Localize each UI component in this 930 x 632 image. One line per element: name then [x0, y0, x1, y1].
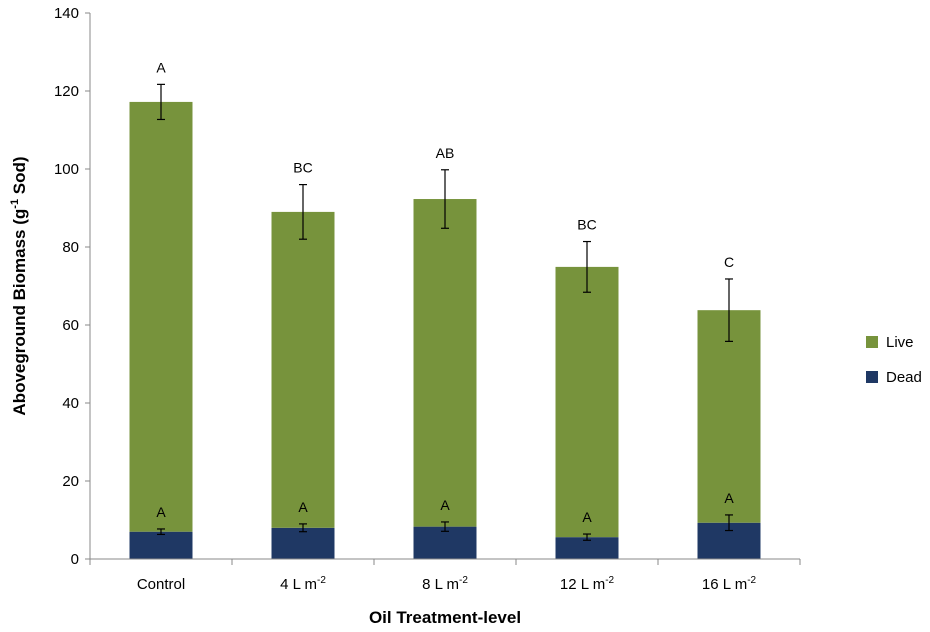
x-tick-label: 12 L m-2: [560, 575, 615, 593]
y-axis-title: Aboveground Biomass (g-1 Sod): [9, 156, 29, 415]
bars-layer: [129, 101, 761, 559]
error-bar-dead-2: [299, 523, 307, 533]
bar-live-4: [555, 266, 619, 538]
error-bar-live-3: [441, 169, 449, 229]
significance-letter-dead-1: A: [156, 504, 166, 520]
y-tick-label: 140: [54, 5, 79, 22]
significance-letter-dead-5: A: [724, 490, 734, 506]
error-bar-dead-4: [583, 533, 591, 541]
legend: Live Dead: [866, 334, 922, 386]
bar-dead-1: [129, 531, 193, 559]
y-tick-label: 80: [62, 239, 79, 256]
significance-letter-live-5: C: [724, 254, 734, 270]
error-bar-dead-1: [157, 528, 165, 536]
x-axis-title: Oil Treatment-level: [369, 608, 521, 627]
error-bar-live-1: [157, 83, 165, 121]
bar-live-5: [697, 310, 761, 523]
error-bar-dead-3: [441, 521, 449, 532]
y-tick-label: 120: [54, 83, 79, 100]
legend-swatch-dead: [866, 371, 878, 383]
significance-letter-dead-3: A: [440, 497, 450, 513]
bar-dead-2: [271, 527, 335, 559]
x-tick-label: 8 L m-2: [422, 575, 468, 593]
y-tick-label: 60: [62, 317, 79, 334]
y-tick-label: 20: [62, 473, 79, 490]
legend-label-dead: Dead: [886, 369, 922, 386]
axes-layer: 0 20 40 60 80 100 120 140 Control 4 L m-2 8 L m-2 1…: [9, 5, 801, 627]
error-bar-live-4: [583, 240, 591, 293]
legend-swatch-live: [866, 336, 878, 348]
error-bar-dead-5: [725, 514, 733, 532]
error-bar-live-5: [725, 278, 733, 342]
y-tick-label: 0: [71, 551, 79, 568]
significance-letters-layer: A A A BC A AB A BC A C: [156, 59, 734, 525]
significance-letter-live-1: A: [156, 59, 166, 75]
bar-live-2: [271, 211, 335, 528]
significance-letter-dead-2: A: [298, 499, 308, 515]
significance-letter-live-3: AB: [436, 145, 455, 161]
bar-live-3: [413, 199, 477, 527]
x-tick-label: Control: [137, 576, 185, 593]
bar-dead-4: [555, 537, 619, 559]
bar-dead-3: [413, 526, 477, 559]
x-tick-label: 4 L m-2: [280, 575, 326, 593]
significance-letter-dead-4: A: [582, 509, 592, 525]
significance-letter-live-2: BC: [293, 160, 312, 176]
legend-label-live: Live: [886, 334, 914, 351]
y-tick-label: 100: [54, 161, 79, 178]
x-tick-label: 16 L m-2: [702, 575, 757, 593]
error-bars-layer: [157, 83, 733, 541]
significance-letter-live-4: BC: [577, 217, 596, 233]
error-bar-live-2: [299, 184, 307, 240]
bar-live-1: [129, 101, 193, 532]
y-tick-label: 40: [62, 395, 79, 412]
